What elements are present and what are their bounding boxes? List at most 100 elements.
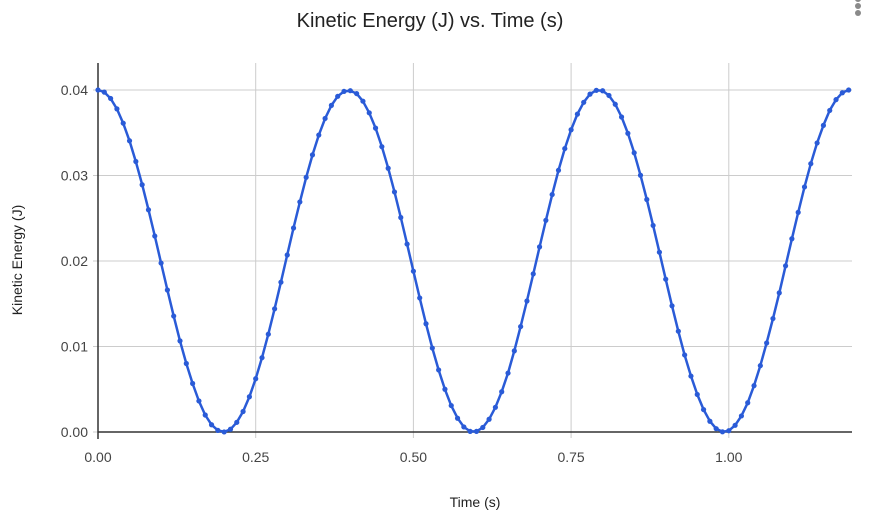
data-point[interactable] (126, 138, 133, 144)
data-point[interactable] (808, 161, 814, 167)
data-point[interactable] (316, 132, 322, 138)
data-point[interactable] (234, 419, 240, 425)
data-point[interactable] (208, 422, 215, 428)
data-point[interactable] (581, 99, 587, 105)
data-point[interactable] (133, 158, 139, 165)
data-point[interactable] (442, 386, 448, 392)
data-point[interactable] (663, 276, 669, 282)
data-point[interactable] (732, 422, 738, 428)
data-point[interactable] (158, 260, 164, 266)
data-point[interactable] (600, 88, 606, 94)
data-point[interactable] (644, 196, 650, 203)
data-point[interactable] (568, 127, 574, 133)
data-point[interactable] (152, 233, 158, 239)
data-point[interactable] (417, 295, 423, 301)
data-point[interactable] (505, 370, 511, 376)
data-point[interactable] (253, 376, 259, 382)
data-point[interactable] (764, 340, 770, 346)
data-point[interactable] (303, 174, 309, 180)
data-point[interactable] (492, 404, 499, 410)
data-point[interactable] (139, 182, 145, 188)
data-point[interactable] (120, 120, 126, 126)
data-point[interactable] (480, 424, 486, 431)
data-point[interactable] (656, 249, 663, 255)
data-point[interactable] (347, 88, 353, 94)
data-point[interactable] (637, 172, 644, 178)
data-point[interactable] (246, 394, 252, 400)
data-point[interactable] (574, 111, 581, 117)
data-point[interactable] (265, 331, 271, 337)
data-point[interactable] (360, 98, 366, 104)
data-point[interactable] (782, 263, 789, 269)
data-point[interactable] (385, 165, 391, 171)
data-point[interactable] (776, 290, 782, 296)
data-point[interactable] (745, 400, 751, 406)
data-point[interactable] (707, 418, 713, 424)
data-point[interactable] (354, 90, 360, 97)
data-point[interactable] (562, 145, 568, 152)
data-point[interactable] (467, 428, 473, 435)
data-point[interactable] (530, 271, 536, 277)
data-point[interactable] (284, 252, 290, 258)
data-point[interactable] (587, 91, 593, 97)
data-point[interactable] (177, 338, 183, 344)
data-point[interactable] (278, 279, 284, 285)
data-point[interactable] (757, 363, 763, 369)
data-point[interactable] (738, 413, 745, 419)
data-point[interactable] (309, 152, 316, 158)
data-point[interactable] (625, 130, 631, 136)
data-point[interactable] (461, 424, 467, 430)
data-point[interactable] (682, 352, 688, 358)
data-point[interactable] (221, 429, 227, 435)
data-point[interactable] (549, 191, 555, 198)
data-point[interactable] (366, 110, 372, 116)
data-point[interactable] (473, 428, 480, 435)
data-point[interactable] (322, 115, 328, 122)
data-point[interactable] (694, 391, 700, 398)
data-point[interactable] (448, 402, 454, 409)
data-point[interactable] (429, 345, 435, 351)
data-point[interactable] (499, 389, 505, 395)
data-point[interactable] (593, 87, 599, 93)
data-point[interactable] (606, 92, 612, 99)
data-point[interactable] (227, 426, 234, 432)
data-point[interactable] (827, 107, 833, 114)
data-point[interactable] (183, 360, 189, 367)
more-vert-icon[interactable] (852, 0, 864, 20)
data-point[interactable] (839, 90, 845, 96)
data-point[interactable] (341, 88, 347, 94)
data-point[interactable] (398, 214, 404, 221)
data-point[interactable] (108, 95, 114, 102)
data-point[interactable] (543, 217, 549, 223)
data-point[interactable] (297, 199, 303, 205)
data-point[interactable] (795, 209, 801, 215)
data-point[interactable] (612, 101, 618, 107)
data-point[interactable] (719, 429, 726, 435)
data-point[interactable] (524, 298, 530, 304)
data-point[interactable] (391, 189, 398, 195)
data-point[interactable] (688, 373, 694, 379)
data-point[interactable] (423, 321, 429, 327)
data-point[interactable] (410, 268, 416, 274)
data-point[interactable] (190, 380, 196, 387)
data-point[interactable] (215, 427, 221, 433)
data-point[interactable] (328, 102, 334, 108)
data-point[interactable] (518, 323, 524, 330)
data-point[interactable] (814, 140, 820, 146)
data-point[interactable] (846, 87, 852, 93)
data-point[interactable] (171, 313, 177, 319)
data-point[interactable] (95, 87, 101, 93)
data-point[interactable] (801, 184, 808, 190)
data-point[interactable] (789, 236, 795, 242)
data-point[interactable] (454, 415, 461, 421)
data-point[interactable] (700, 406, 707, 413)
data-point[interactable] (202, 412, 208, 418)
data-point[interactable] (272, 306, 278, 312)
data-point[interactable] (555, 167, 562, 173)
data-point[interactable] (290, 225, 297, 231)
data-point[interactable] (675, 328, 681, 334)
data-point[interactable] (486, 416, 492, 422)
data-point[interactable] (650, 222, 656, 229)
series-kinetic-energy[interactable] (95, 87, 852, 435)
data-point[interactable] (335, 93, 341, 99)
